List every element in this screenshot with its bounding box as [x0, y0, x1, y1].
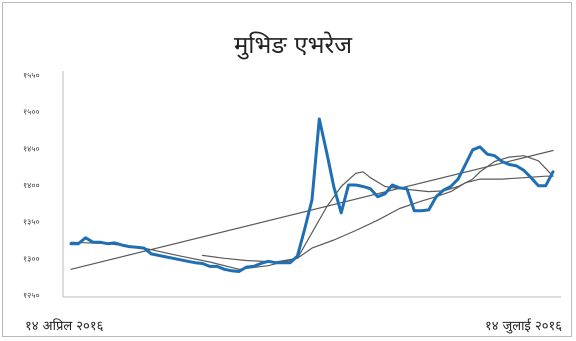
- chart-frame: मुभिङ एभरेज १२५० १३०० १३५० १४०० १४५० १५०० १५५०…: [2, 2, 572, 337]
- y-tick-label: १५००: [23, 108, 40, 117]
- y-tick-label: १४००: [23, 181, 40, 190]
- trend-line: [70, 149, 554, 270]
- chart-title: मुभिङ एभरेज: [234, 31, 353, 60]
- y-tick-label: १५५०: [23, 71, 40, 80]
- x-start-label: १४ अप्रिल २०१६: [25, 318, 104, 334]
- y-tick-label: १२५०: [23, 291, 40, 300]
- short-ma-line: [70, 155, 554, 270]
- y-axis-ticks: १२५० १३०० १३५० १४०० १४५० १५०० १५५०: [23, 71, 40, 300]
- x-end-label: १४ जुलाई २०१६: [485, 318, 562, 334]
- price-line: [69, 117, 555, 273]
- y-tick-label: १४५०: [23, 144, 40, 153]
- series-layer: [69, 117, 555, 273]
- y-tick-label: १३५०: [23, 218, 40, 227]
- y-tick-label: १३००: [23, 254, 40, 263]
- moving-average-chart: मुभिङ एभरेज १२५० १३०० १३५० १४०० १४५० १५०० १५५०…: [23, 31, 562, 334]
- long-ma-line: [201, 175, 554, 263]
